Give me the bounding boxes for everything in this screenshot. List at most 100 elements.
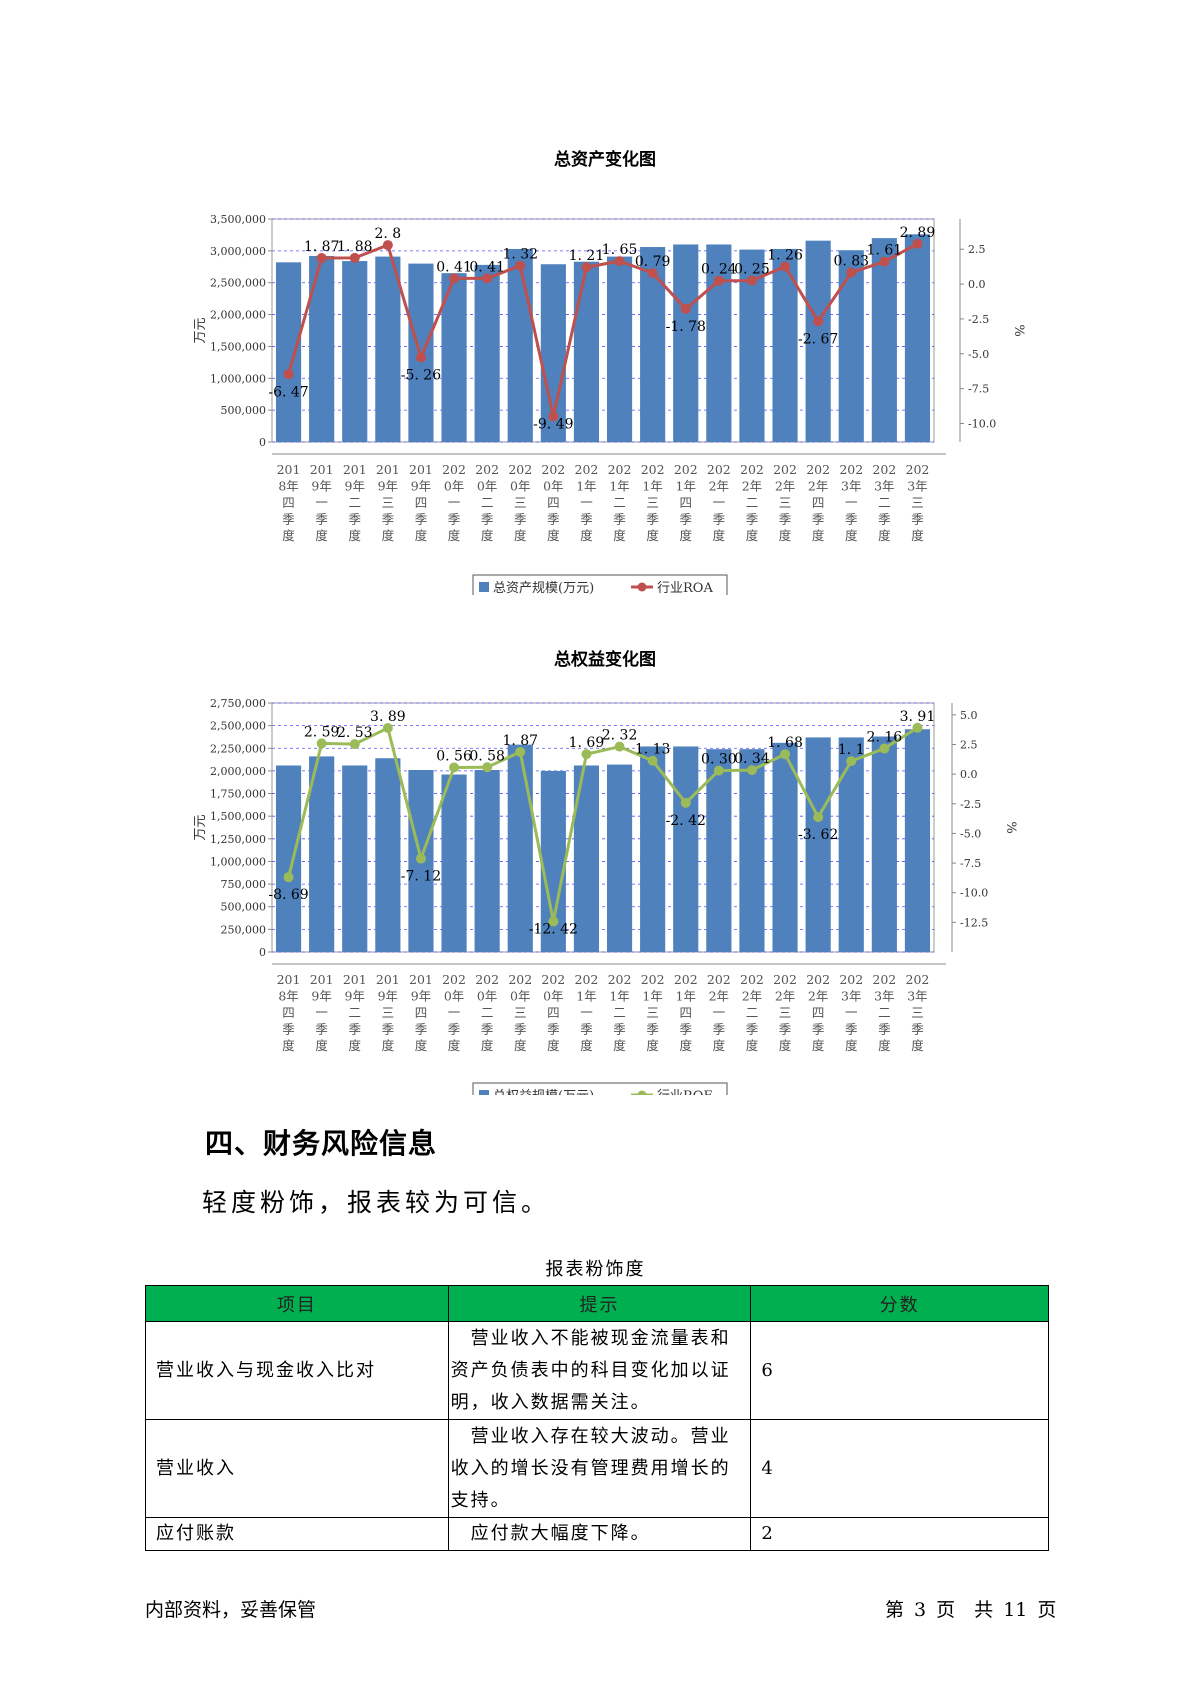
x-tick-label: 度 bbox=[746, 528, 759, 543]
line-point bbox=[912, 238, 923, 249]
bar bbox=[805, 737, 831, 952]
line-point bbox=[780, 749, 791, 760]
x-tick-label: 201 bbox=[277, 972, 301, 987]
bar bbox=[904, 234, 931, 442]
x-tick-label: 季 bbox=[779, 512, 792, 527]
line-point bbox=[515, 260, 526, 271]
x-tick-label: 一 bbox=[315, 495, 328, 510]
x-tick-label: 季 bbox=[812, 1022, 825, 1037]
data-label: 1. 65 bbox=[602, 242, 638, 258]
x-tick-label: 季 bbox=[547, 1022, 560, 1037]
y-right-axis-label: % bbox=[1003, 821, 1018, 833]
table-row: 应付账款 应付款大幅度下降。 2 bbox=[145, 1517, 1049, 1551]
table-header-row: 项目 提示 分数 bbox=[145, 1285, 1049, 1322]
x-tick-label: 季 bbox=[779, 1022, 792, 1037]
table-row: 营业收入与现金收入比对 营业收入不能被现金流量表和资产负债表中的科目变化加以证明… bbox=[145, 1321, 1049, 1420]
x-tick-label: 度 bbox=[547, 528, 560, 543]
x-tick-label: 四 bbox=[547, 1005, 560, 1020]
x-tick-label: 季 bbox=[646, 1022, 659, 1037]
row-score: 4 bbox=[750, 1419, 1049, 1518]
bar bbox=[673, 746, 699, 952]
legend-label-bar: 总权益规模(万元) bbox=[493, 1088, 594, 1095]
y-right-axis-label: % bbox=[1011, 324, 1026, 336]
x-tick-label: 三 bbox=[779, 1005, 792, 1020]
bar bbox=[673, 244, 699, 442]
y-left-tick-label: 1,500,000 bbox=[210, 340, 266, 353]
x-tick-label: 度 bbox=[547, 1038, 560, 1053]
x-tick-label: 202 bbox=[641, 972, 665, 987]
row-hint: 营业收入不能被现金流量表和资产负债表中的科目变化加以证明，收入数据需关注。 bbox=[447, 1321, 752, 1420]
x-tick-label: 季 bbox=[382, 1022, 395, 1037]
line-point bbox=[813, 316, 824, 327]
x-tick-label: 度 bbox=[481, 528, 494, 543]
bar bbox=[375, 758, 401, 952]
x-tick-label: 度 bbox=[348, 1038, 361, 1053]
data-label: 2. 59 bbox=[304, 724, 340, 740]
y-left-tick-label: 2,500,000 bbox=[210, 720, 266, 733]
x-tick-label: 度 bbox=[382, 1038, 395, 1053]
x-tick-label: 0年 bbox=[543, 989, 563, 1004]
x-tick-label: 1年 bbox=[576, 479, 596, 494]
x-tick-label: 2年 bbox=[709, 989, 729, 1004]
line-point bbox=[449, 273, 460, 284]
bar bbox=[838, 737, 864, 952]
data-label: -3. 62 bbox=[798, 827, 838, 843]
line-point bbox=[846, 756, 857, 767]
x-tick-label: 202 bbox=[508, 462, 532, 477]
y-left-tick-label: 500,000 bbox=[221, 901, 267, 914]
x-tick-label: 度 bbox=[580, 528, 593, 543]
x-tick-label: 0年 bbox=[477, 479, 497, 494]
data-label: -1. 78 bbox=[666, 319, 706, 335]
line-point bbox=[449, 762, 460, 773]
line-point bbox=[316, 253, 327, 264]
bar bbox=[342, 765, 368, 952]
line-point bbox=[879, 256, 890, 267]
x-tick-label: 度 bbox=[911, 1038, 924, 1053]
x-tick-label: 2年 bbox=[808, 989, 828, 1004]
x-tick-label: 一 bbox=[448, 1005, 461, 1020]
y-right-tick-label: -10.0 bbox=[960, 887, 988, 900]
x-tick-label: 度 bbox=[646, 528, 659, 543]
x-tick-label: 8年 bbox=[278, 479, 298, 494]
x-tick-label: 三 bbox=[382, 1005, 395, 1020]
data-label: 1. 88 bbox=[337, 239, 373, 255]
x-tick-label: 度 bbox=[348, 528, 361, 543]
line-point bbox=[581, 262, 592, 273]
series-line bbox=[287, 242, 919, 417]
x-tick-label: 四 bbox=[812, 1005, 825, 1020]
data-label: -8. 69 bbox=[268, 887, 308, 903]
data-label: 1. 26 bbox=[767, 248, 803, 264]
x-tick-label: 202 bbox=[839, 462, 863, 477]
y-left-tick-label: 2,500,000 bbox=[210, 277, 266, 290]
x-tick-label: 季 bbox=[282, 512, 295, 527]
data-label: 1. 61 bbox=[867, 243, 903, 259]
y-right-tick-label: -2.5 bbox=[968, 313, 989, 326]
data-label: 0. 83 bbox=[833, 254, 869, 270]
x-tick-label: 二 bbox=[746, 495, 759, 510]
bar bbox=[871, 736, 897, 952]
x-tick-label: 二 bbox=[613, 1005, 626, 1020]
x-tick-label: 度 bbox=[580, 1038, 593, 1053]
x-tick-label: 202 bbox=[740, 462, 764, 477]
x-tick-label: 四 bbox=[679, 495, 692, 510]
y-left-tick-label: 1,000,000 bbox=[210, 372, 266, 385]
x-tick-label: 度 bbox=[878, 528, 891, 543]
x-tick-label: 9年 bbox=[311, 989, 331, 1004]
y-right-tick-label: -7.5 bbox=[960, 857, 981, 870]
bar bbox=[573, 261, 600, 442]
x-tick-label: 2年 bbox=[808, 479, 828, 494]
line-point bbox=[780, 261, 791, 272]
data-label: 1. 87 bbox=[304, 239, 340, 255]
legend-swatch-point bbox=[637, 1090, 647, 1095]
line-point bbox=[316, 738, 327, 749]
x-tick-label: 202 bbox=[475, 462, 499, 477]
line-point bbox=[415, 352, 426, 363]
bar bbox=[871, 238, 897, 442]
x-tick-label: 季 bbox=[845, 1022, 858, 1037]
data-label: 1. 1 bbox=[838, 742, 865, 758]
data-label: 0. 41 bbox=[436, 259, 472, 275]
data-label: 2. 8 bbox=[374, 226, 401, 242]
legend-box bbox=[472, 1082, 728, 1095]
x-tick-label: 季 bbox=[746, 1022, 759, 1037]
chart-title: 总权益变化图 bbox=[554, 650, 656, 670]
